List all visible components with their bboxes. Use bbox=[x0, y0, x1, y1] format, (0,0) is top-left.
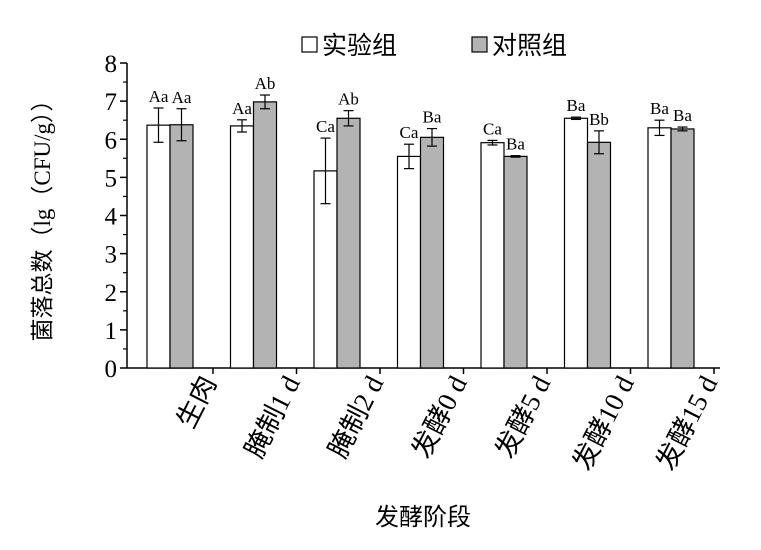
significance-label: Ca bbox=[400, 123, 419, 142]
significance-label: Bb bbox=[589, 110, 609, 129]
y-tick-label: 7 bbox=[105, 89, 118, 116]
bar bbox=[229, 125, 255, 369]
significance-label: Ab bbox=[338, 90, 359, 109]
significance-label: Aa bbox=[149, 87, 169, 106]
bar bbox=[169, 124, 194, 369]
bar bbox=[419, 136, 445, 369]
x-tick-label: 发酵10 d bbox=[567, 371, 640, 475]
bar bbox=[146, 124, 171, 369]
y-tick-label: 0 bbox=[105, 356, 118, 383]
bar bbox=[480, 142, 505, 369]
bar bbox=[647, 127, 672, 369]
legend-swatch-experimental bbox=[301, 36, 318, 53]
bar bbox=[396, 155, 422, 369]
y-tick-label: 6 bbox=[105, 127, 118, 154]
y-tick-label: 4 bbox=[105, 204, 118, 231]
significance-label: Ca bbox=[316, 117, 335, 136]
y-tick-label: 3 bbox=[105, 242, 118, 269]
significance-label: Ba bbox=[506, 135, 525, 154]
y-tick-label: 2 bbox=[105, 280, 118, 307]
legend-swatch-control bbox=[471, 36, 488, 53]
y-tick-label: 1 bbox=[105, 318, 118, 345]
significance-label: Ba bbox=[650, 99, 669, 118]
bar bbox=[670, 128, 695, 369]
x-tick-label: 发酵5 d bbox=[490, 371, 557, 463]
significance-label: Aa bbox=[232, 99, 252, 118]
y-tick-label: 8 bbox=[105, 51, 118, 78]
bar bbox=[503, 155, 528, 369]
significance-label: Ab bbox=[255, 74, 276, 93]
legend-label-control: 对照组 bbox=[492, 32, 567, 60]
significance-label: Aa bbox=[172, 88, 192, 107]
bar bbox=[252, 101, 278, 369]
bar bbox=[563, 117, 589, 369]
x-tick-label: 生肉 bbox=[171, 371, 222, 433]
y-tick-label: 5 bbox=[105, 165, 118, 192]
y-axis-label: 菌落总数（lg（CFU/g）） bbox=[30, 88, 55, 341]
x-tick-label: 腌制1 d bbox=[239, 371, 306, 463]
legend: 实验组 对照组 bbox=[301, 32, 567, 60]
significance-label: Ba bbox=[567, 96, 586, 115]
significance-label: Ca bbox=[483, 119, 502, 138]
x-tick-label: 发酵0 d bbox=[406, 371, 473, 463]
x-tick-label: 腌制2 d bbox=[323, 371, 390, 463]
significance-label: Ba bbox=[673, 106, 692, 125]
bar bbox=[586, 141, 612, 369]
x-axis-label: 发酵阶段 bbox=[375, 504, 471, 531]
x-tick-label: 发酵15 d bbox=[651, 371, 724, 475]
legend-label-experimental: 实验组 bbox=[322, 32, 397, 60]
bar bbox=[336, 117, 361, 369]
significance-label: Ba bbox=[423, 108, 442, 127]
